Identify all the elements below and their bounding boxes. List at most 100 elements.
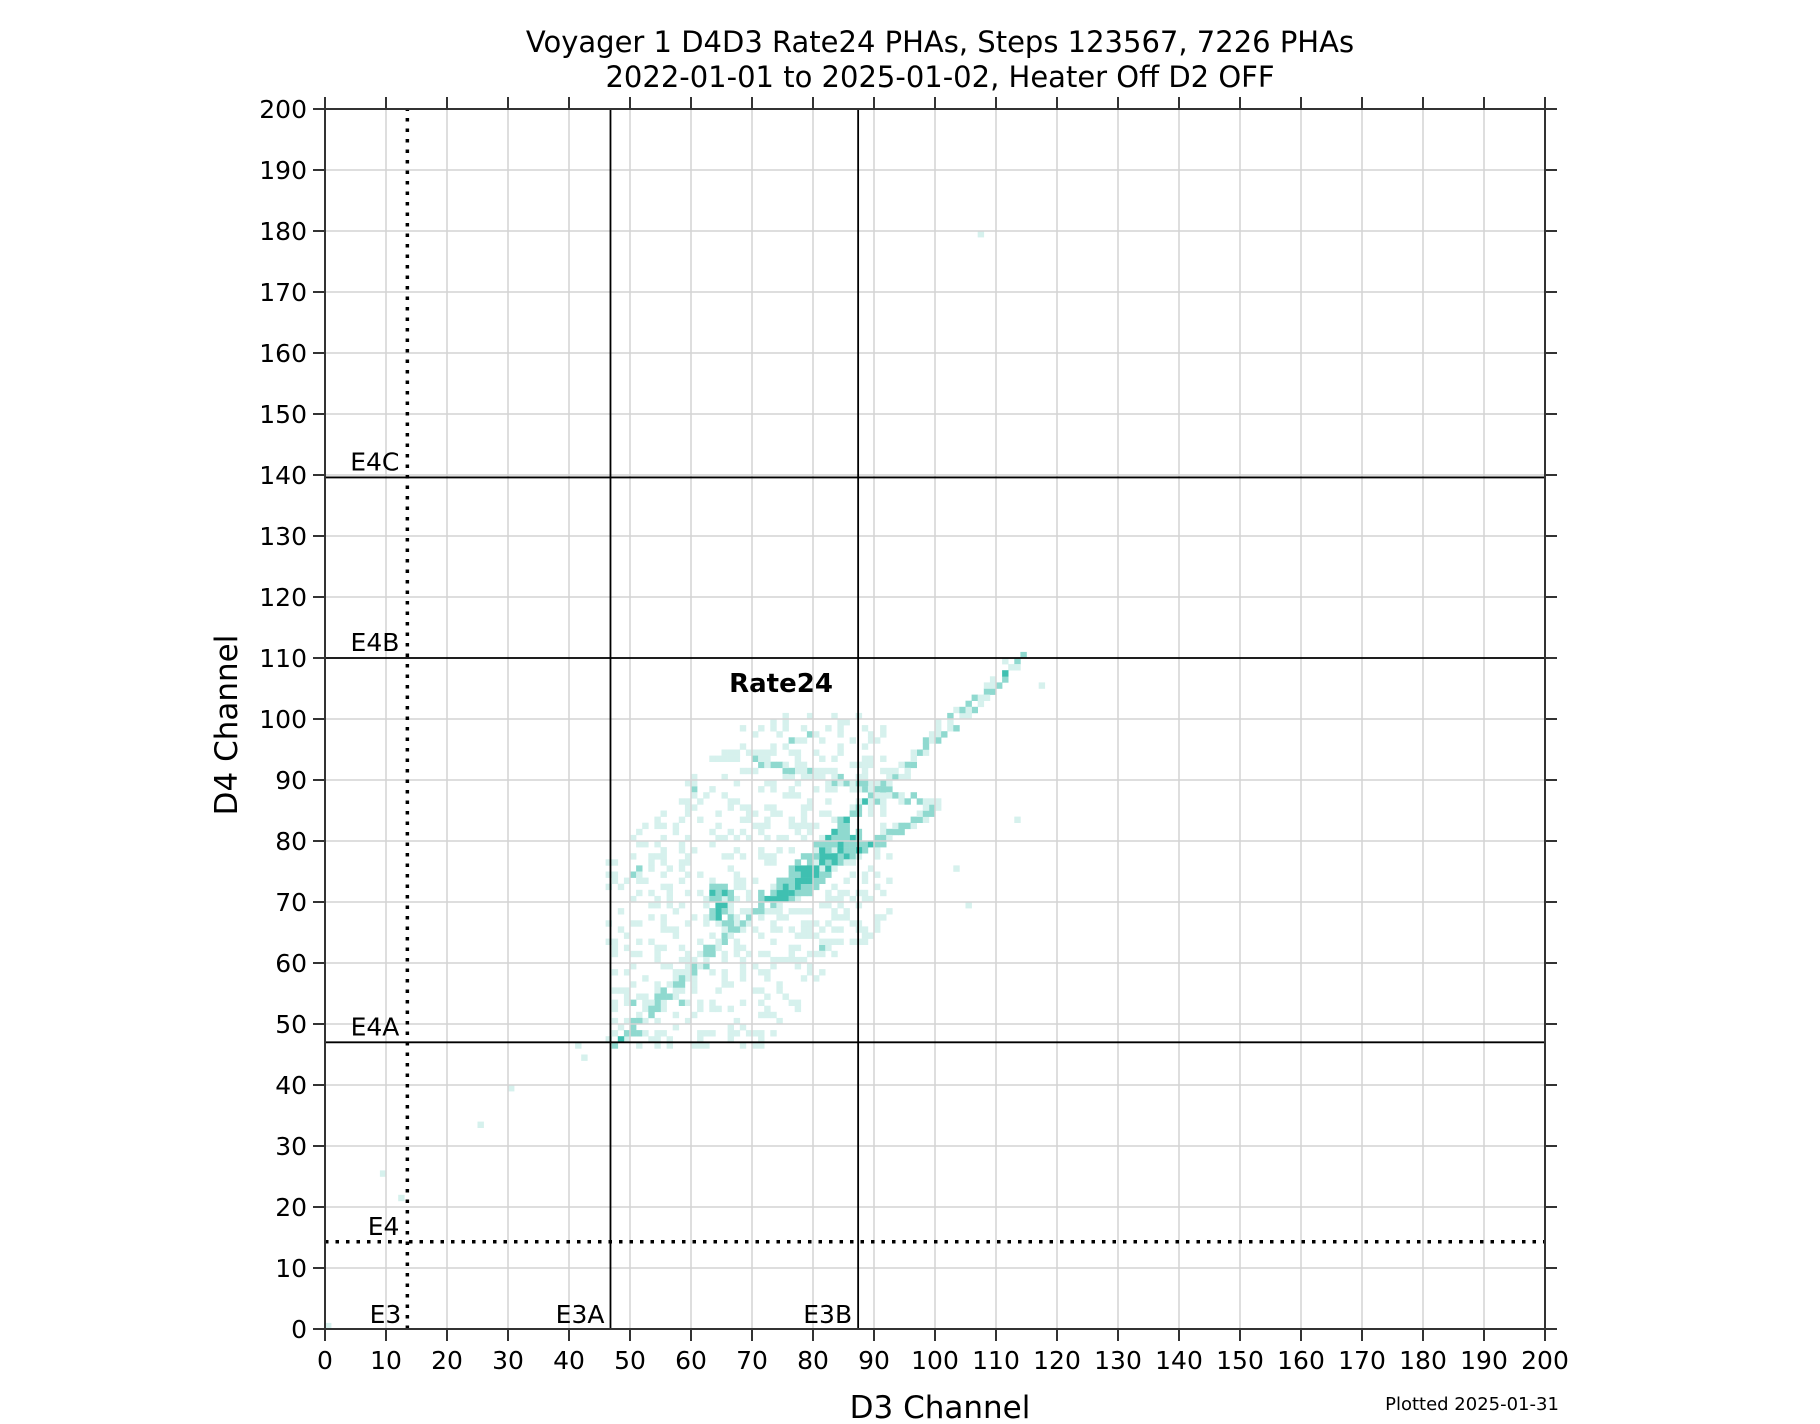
heatmap-bin bbox=[831, 883, 838, 891]
heatmap-bin bbox=[813, 767, 820, 775]
heatmap-bin bbox=[861, 743, 869, 750]
heatmap-bin bbox=[806, 773, 814, 781]
threshold-label-e4a: E4A bbox=[351, 1012, 400, 1041]
heatmap-bin bbox=[715, 920, 722, 927]
heatmap-bin bbox=[849, 786, 856, 793]
heatmap-bin bbox=[611, 969, 619, 976]
heatmap-bin bbox=[660, 987, 667, 994]
heatmap-bin bbox=[800, 853, 808, 860]
heatmap-bin bbox=[727, 895, 734, 903]
heatmap-bin bbox=[867, 737, 875, 744]
heatmap-bin bbox=[623, 944, 631, 952]
heatmap-bin bbox=[770, 743, 777, 750]
heatmap-bin bbox=[794, 822, 802, 830]
heatmap-bin bbox=[739, 877, 747, 884]
heatmap-bin bbox=[709, 999, 716, 1006]
heatmap-bin bbox=[831, 908, 838, 915]
heatmap-bin bbox=[709, 828, 716, 836]
heatmap-bin bbox=[654, 895, 661, 903]
heatmap-bin bbox=[837, 719, 844, 726]
heatmap-bin bbox=[733, 877, 741, 884]
heatmap-bin bbox=[715, 1005, 722, 1013]
heatmap-bin bbox=[611, 987, 619, 994]
heatmap-bin bbox=[800, 932, 808, 939]
heatmap-bin bbox=[630, 963, 637, 970]
heatmap-bin bbox=[776, 987, 783, 994]
heatmap-bin bbox=[794, 908, 802, 915]
heatmap-bin bbox=[770, 1030, 777, 1037]
heatmap-bin bbox=[630, 853, 637, 860]
heatmap-bin bbox=[672, 987, 680, 994]
y-tick-label: 200 bbox=[259, 95, 307, 124]
heatmap-bin bbox=[623, 999, 631, 1006]
heatmap-bin bbox=[806, 798, 814, 805]
heatmap-bin bbox=[880, 841, 887, 848]
heatmap-bin bbox=[813, 920, 820, 927]
heatmap-bin bbox=[776, 889, 783, 897]
heatmap-bin bbox=[813, 731, 820, 738]
heatmap-bin bbox=[788, 767, 795, 775]
heatmap-bin bbox=[660, 944, 667, 952]
heatmap-bin bbox=[977, 700, 985, 708]
heatmap-bin bbox=[916, 749, 924, 756]
heatmap-bin bbox=[867, 786, 875, 793]
heatmap-bin bbox=[703, 914, 710, 921]
heatmap-bin bbox=[733, 883, 741, 891]
heatmap-bin bbox=[770, 956, 777, 964]
heatmap-bin bbox=[788, 847, 795, 854]
heatmap-bin bbox=[672, 932, 680, 939]
heatmap-bin bbox=[782, 889, 789, 897]
heatmap-bin bbox=[733, 780, 741, 787]
heatmap-bin bbox=[843, 847, 850, 854]
heatmap-bin bbox=[660, 834, 667, 842]
heatmap-bin bbox=[764, 993, 771, 1000]
heatmap-bin bbox=[758, 889, 765, 897]
heatmap-bin bbox=[758, 908, 765, 915]
heatmap-bin bbox=[611, 1030, 619, 1037]
heatmap-bin bbox=[727, 908, 734, 915]
x-tick-label: 10 bbox=[370, 1346, 402, 1375]
heatmap-bin bbox=[1002, 676, 1009, 683]
heatmap-bin bbox=[861, 938, 869, 945]
y-tick-label: 40 bbox=[275, 1071, 307, 1100]
heatmap-bin bbox=[837, 926, 844, 933]
heatmap-bin bbox=[782, 914, 789, 921]
heatmap-bin bbox=[965, 902, 972, 909]
y-tick-label: 0 bbox=[291, 1315, 307, 1344]
heatmap-bin bbox=[697, 816, 704, 823]
heatmap-bin bbox=[733, 895, 741, 903]
heatmap-bin bbox=[770, 926, 777, 933]
heatmap-bin bbox=[745, 1030, 753, 1037]
heatmap-bin bbox=[721, 920, 728, 927]
heatmap-bin bbox=[642, 975, 649, 982]
heatmap-bin bbox=[788, 944, 795, 952]
heatmap-bin bbox=[630, 999, 637, 1006]
heatmap-bin bbox=[654, 1036, 661, 1043]
heatmap-bin bbox=[709, 914, 716, 921]
heatmap-bin bbox=[886, 834, 893, 842]
heatmap-bin bbox=[727, 804, 734, 811]
heatmap-bin bbox=[697, 950, 704, 958]
heatmap-bin bbox=[819, 938, 826, 945]
heatmap-bin bbox=[843, 859, 850, 866]
heatmap-bin bbox=[752, 908, 759, 915]
x-tick-label: 80 bbox=[797, 1346, 829, 1375]
heatmap-bin bbox=[849, 804, 856, 811]
heatmap-bin bbox=[709, 908, 716, 915]
heatmap-bin bbox=[770, 908, 777, 915]
plotted-date-note: Plotted 2025-01-31 bbox=[1385, 1394, 1559, 1415]
heatmap-bin bbox=[849, 737, 856, 744]
y-tick-label: 120 bbox=[259, 583, 307, 612]
heatmap-bin bbox=[611, 859, 619, 866]
heatmap-bin bbox=[825, 798, 832, 805]
heatmap-bin bbox=[666, 883, 673, 891]
heatmap-bin bbox=[709, 1005, 716, 1013]
heatmap-bin bbox=[678, 987, 686, 994]
heatmap-bin bbox=[953, 706, 960, 714]
heatmap-bin bbox=[806, 963, 814, 970]
heatmap-bin bbox=[758, 786, 765, 793]
heatmap-bin bbox=[739, 1024, 747, 1031]
heatmap-bin bbox=[678, 859, 686, 866]
heatmap-bin bbox=[880, 755, 887, 762]
heatmap-bin bbox=[898, 792, 905, 799]
